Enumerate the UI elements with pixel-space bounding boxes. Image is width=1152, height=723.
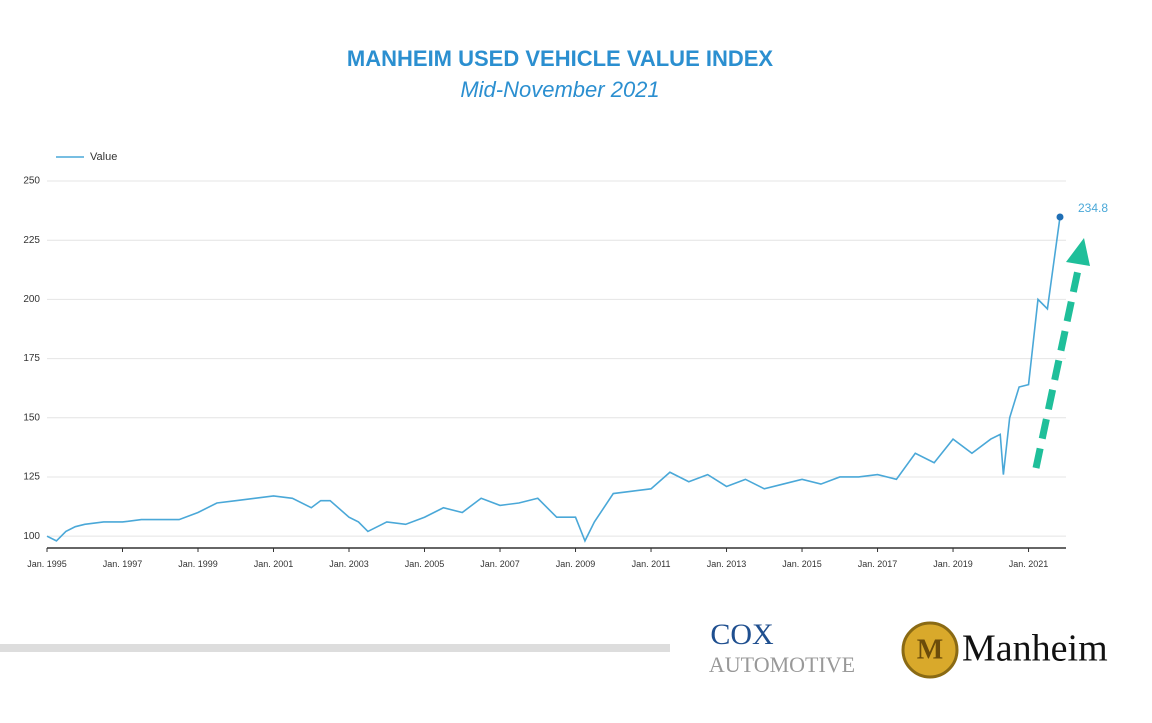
x-tick-label: Jan. 2017: [857, 559, 898, 569]
x-tick-label: Jan. 2013: [706, 559, 747, 569]
divider-bar: [0, 644, 670, 652]
x-tick-label: Jan. 2003: [329, 559, 369, 569]
y-tick-label: 125: [23, 472, 40, 483]
line: [46, 216, 1061, 543]
trend-arrow: [1032, 269, 1082, 469]
x-tick-label: Jan. 1995: [27, 559, 67, 569]
logo-automotive: AUTOMOTIVE: [709, 652, 855, 677]
y-tick-label: 150: [23, 412, 40, 423]
x-tick-label: Jan. 2019: [933, 559, 973, 569]
y-tick-label: 225: [23, 235, 40, 246]
end-point: [1056, 213, 1064, 221]
y-tick-label: 175: [23, 353, 40, 364]
x-tick-label: Jan. 2001: [253, 559, 294, 569]
x-tick-label: Jan. 1999: [178, 559, 218, 569]
x-tick-label: Jan. 2015: [782, 559, 822, 569]
x-tick-label: Jan. 2009: [555, 559, 596, 569]
chart-title: MANHEIM USED VEHICLE VALUE INDEX: [347, 46, 774, 71]
x-tick-label: Jan. 2005: [404, 559, 445, 569]
y-tick-label: 250: [23, 176, 40, 187]
y-tick-label: 200: [23, 294, 40, 305]
trend-arrow-head: [1066, 238, 1090, 266]
legend-label: Value: [90, 151, 117, 163]
manheim-emblem: [901, 621, 959, 679]
x-tick-label: Jan. 1997: [102, 559, 143, 569]
logo-manheim: Manheim: [962, 628, 1108, 670]
chart-subtitle: Mid-November 2021: [460, 77, 659, 102]
y-tick-label: 100: [23, 531, 40, 542]
x-tick-label: Jan. 2007: [480, 559, 520, 569]
x-tick-label: Jan. 2011: [631, 559, 671, 569]
end-value-label: 234.8: [1078, 201, 1108, 215]
manheim-emblem-letter: M: [917, 634, 943, 665]
logo-cox: COX: [710, 618, 774, 651]
x-tick-label: Jan. 2021: [1008, 559, 1049, 569]
